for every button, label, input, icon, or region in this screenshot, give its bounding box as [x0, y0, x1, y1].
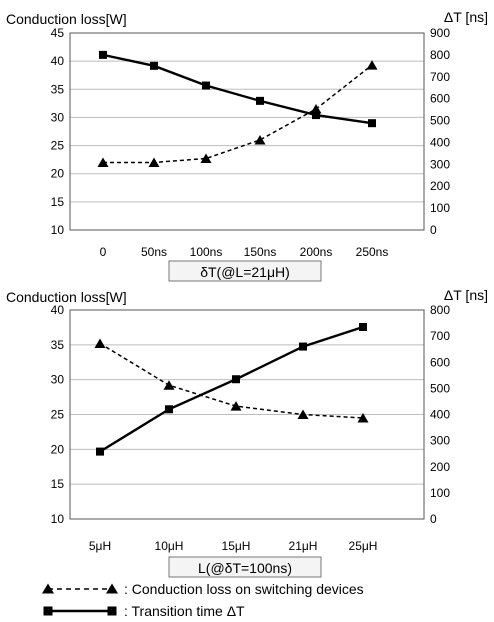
legend-label-transition-time: : Transition time ΔT: [124, 603, 245, 619]
chart-2-x-tick-label: 21μH: [289, 539, 318, 553]
chart-1-right-tick-label: 800: [430, 48, 450, 62]
chart-1-left-tick-label: 45: [51, 26, 65, 40]
chart-1-series-line-transition-time: [102, 53, 373, 125]
chart-2-x-axis-label-box: [168, 556, 322, 578]
chart-1-x-tick-label: 100ns: [190, 245, 223, 259]
chart-2-left-tick-label: 25: [51, 408, 65, 422]
chart-1-right-tick-label: 400: [430, 135, 450, 149]
chart-1-x-tick-label: 150ns: [244, 245, 277, 259]
chart-1-x-tick-label: 250ns: [356, 245, 389, 259]
chart-2-right-tick-label: 100: [430, 486, 450, 500]
chart-1-left-axis-title: Conduction loss[W]: [6, 11, 127, 27]
chart-1-point-conduction-loss: [366, 60, 378, 70]
chart-1-x-axis-label-box: [168, 260, 322, 282]
chart-1-point-conduction-loss: [97, 157, 109, 167]
chart-2-left-tick-label: 10: [51, 512, 65, 526]
chart-2-point-transition-time: [359, 322, 367, 331]
chart-1-right-axis-title: ΔT [ns]: [444, 9, 488, 25]
chart-1-x-tick-label: 200ns: [300, 245, 333, 259]
chart-1-point-conduction-loss: [148, 157, 160, 167]
chart-1-left-tick-label: 30: [51, 110, 65, 124]
chart-1-point-conduction-loss: [200, 153, 212, 164]
chart-2-point-conduction-loss: [94, 338, 106, 348]
chart-1-right-tick-label: 100: [430, 201, 450, 215]
chart-1-right-tick-label: 500: [430, 114, 450, 128]
chart-1-point-transition-time: [150, 61, 158, 70]
chart-2-point-transition-time: [165, 405, 173, 414]
chart-2-left-tick-label: 20: [51, 442, 65, 456]
chart-1-x-tick-label: 50ns: [141, 245, 167, 259]
chart-2-left-tick-label: 15: [51, 477, 65, 491]
chart-2-right-axis-title: ΔT [ns]: [444, 287, 488, 303]
chart-1-series-line-conduction-loss: [103, 64, 373, 164]
chart-2-right-tick-label: 300: [430, 434, 450, 448]
chart-1-right-tick-label: 200: [430, 179, 450, 193]
chart-2-x-axis-label: L(@δT=100ns): [198, 560, 292, 576]
chart-1-right-tick-label: 600: [430, 92, 450, 106]
chart-2-left-tick-label: 35: [51, 338, 65, 352]
chart-1-point-transition-time: [312, 111, 320, 120]
chart-2-left-tick-label: 40: [51, 303, 65, 317]
chart-2-left-axis-title: Conduction loss[W]: [6, 289, 127, 305]
chart-2-right-tick-label: 500: [430, 381, 450, 395]
chart-1-left-tick-label: 25: [51, 139, 65, 153]
chart-1-right-tick-label: 700: [430, 70, 450, 84]
chart-1-plot-area: [69, 32, 425, 231]
chart-2-point-transition-time: [299, 342, 307, 351]
chart-1-left-tick-label: 10: [51, 223, 65, 237]
chart-1-right-tick-label: 0: [430, 223, 437, 237]
chart-2-point-transition-time: [96, 447, 104, 456]
legend: : Conduction loss on switching devices :…: [42, 581, 364, 619]
legend-triangle-marker: [106, 583, 118, 594]
chart-2-right-tick-label: 0: [430, 512, 437, 526]
chart-1-point-transition-time: [99, 50, 107, 59]
chart-1-left-tick-label: 35: [51, 82, 65, 96]
chart-1-point-transition-time: [368, 119, 376, 128]
legend-square-marker: [43, 606, 53, 616]
chart-2-point-conduction-loss: [357, 412, 369, 423]
chart-2-right-tick-label: 800: [430, 303, 450, 317]
chart-2-series-line-transition-time: [99, 325, 364, 453]
chart-2-plot-area: [69, 309, 425, 520]
chart-2-point-transition-time: [232, 375, 240, 384]
chart-1-x-tick-label: 0: [100, 245, 107, 259]
chart-2-right-tick-label: 400: [430, 408, 450, 422]
chart-1-x-axis-label: δT(@L=21μH): [200, 264, 290, 280]
chart-2-left-tick-label: 30: [51, 373, 65, 387]
chart-2-point-conduction-loss: [163, 380, 175, 390]
chart-2-point-conduction-loss: [297, 409, 309, 419]
chart-1-left-tick-label: 15: [51, 195, 65, 209]
chart-2-right-tick-label: 600: [430, 355, 450, 369]
legend-label-conduction-loss: : Conduction loss on switching devices: [124, 581, 364, 597]
chart-1-point-transition-time: [202, 81, 210, 90]
chart-2-right-tick-label: 700: [430, 329, 450, 343]
legend-square-marker: [107, 606, 117, 616]
legend-triangle-marker: [42, 583, 54, 594]
chart-2-x-tick-label: 15μH: [222, 539, 251, 553]
chart-1-left-tick-label: 40: [51, 54, 65, 68]
chart-2-point-conduction-loss: [230, 401, 242, 411]
chart-1-left-tick-label: 20: [51, 167, 65, 181]
chart-2-x-tick-label: 10μH: [155, 539, 184, 553]
chart-2-right-tick-label: 200: [430, 460, 450, 474]
chart-1-right-tick-label: 300: [430, 157, 450, 171]
chart-1-point-transition-time: [256, 96, 264, 105]
chart-1-point-conduction-loss: [254, 134, 266, 145]
chart-2-x-tick-label: 25μH: [349, 539, 378, 553]
chart-1-right-tick-label: 900: [430, 26, 450, 40]
chart-2: Conduction loss[W] ΔT [ns] 10 15 20 25 30 35 4…: [6, 287, 488, 578]
chart-1: Conduction loss[W] ΔT [ns] 10 15 20 25 30 35 4…: [6, 9, 488, 282]
chart-2-x-tick-label: 5μH: [89, 539, 111, 553]
